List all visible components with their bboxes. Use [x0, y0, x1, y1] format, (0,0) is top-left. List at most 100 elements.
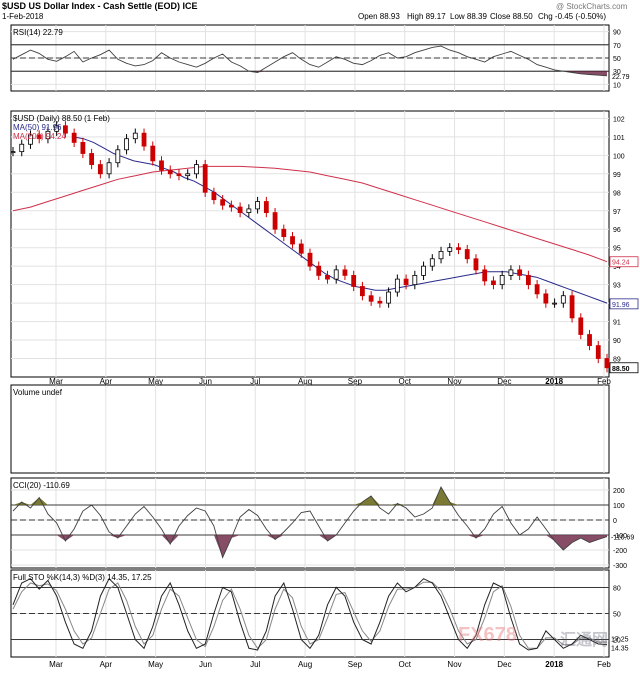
price-axis-tag-ma200: [609, 256, 639, 268]
cci-tick-label: 0: [613, 518, 617, 525]
oscillator-fills: [13, 71, 608, 558]
price-bar-body: [552, 302, 557, 305]
sto-d-last: 17.25: [611, 637, 629, 644]
price-tick-label: 91: [613, 320, 621, 327]
panel-frame-cci: [10, 477, 610, 569]
month-label-price: Sep: [348, 377, 363, 386]
month-label-price: Oct: [399, 377, 412, 386]
price-bar-body: [211, 191, 217, 201]
rsi-tick-label: 30: [613, 69, 621, 76]
sto-tick-label: 20: [613, 638, 621, 645]
price-bar-body: [360, 286, 365, 297]
rsi-last-value: 22.79: [612, 74, 630, 81]
month-label-price: Nov: [447, 377, 461, 386]
axis-labels: Mar Mar Apr Apr May May Jun Jun Jul Jul Aug Aug Sep S…: [49, 30, 639, 669]
month-label-bottom: Apr: [100, 660, 113, 669]
price-bar-body: [412, 275, 418, 286]
rsi-tick-label: 90: [613, 30, 621, 37]
price-bars: [10, 121, 610, 373]
price-bar-body: [194, 164, 199, 175]
price-bar-body: [54, 125, 60, 132]
watermark-huitong: 汇通网: [560, 632, 609, 649]
price-bar-body: [325, 275, 330, 280]
price-bar-body: [333, 269, 339, 280]
month-label-bottom: Dec: [497, 660, 511, 669]
price-bar-body: [71, 132, 77, 143]
price-bar-body: [525, 275, 531, 286]
chart-date: 1-Feb-2018: [2, 12, 44, 21]
price-bar-body: [167, 169, 173, 175]
sto-title: Full STO %K(14,3) %D(3) 14.35, 17.25: [13, 573, 152, 582]
price-bar-body: [263, 201, 269, 213]
price-bar-body: [220, 199, 226, 206]
price-tick-label: 95: [613, 246, 621, 253]
month-label-bottom: Mar: [49, 660, 63, 669]
price-bar-body: [298, 243, 304, 254]
price-bar-body: [456, 247, 461, 250]
cci-tick-label: -200: [613, 548, 627, 555]
month-label-price: Aug: [298, 377, 312, 386]
price-bar-body: [429, 258, 435, 267]
price-bar-body: [578, 317, 584, 335]
legend-ma50: MA(50) 91.96: [13, 123, 62, 132]
price-bar-body: [604, 358, 610, 369]
sto-tick-label: 80: [613, 585, 621, 592]
month-label-bottom: May: [148, 660, 163, 669]
sto-k-line: [12, 577, 608, 651]
rsi-tick-label: 50: [613, 56, 621, 63]
price-bar-body: [28, 134, 33, 145]
watermark-fx678: FX678: [458, 624, 517, 646]
price-bar-body: [150, 145, 156, 162]
brand-label[interactable]: @ StockCharts.com: [556, 2, 628, 11]
price-bar-body: [316, 265, 322, 276]
price-bar-body: [351, 275, 357, 287]
price-bar-body: [447, 247, 453, 252]
quote-low: Low 88.39: [450, 12, 487, 21]
price-bar-body: [499, 275, 505, 286]
price-bar-body: [473, 258, 479, 271]
price-axis-tag-text-price: 88.50: [612, 366, 630, 373]
price-bar-body: [386, 291, 392, 304]
month-label-bottom: Oct: [399, 660, 412, 669]
rsi-title: RSI(14) 22.79: [13, 28, 63, 37]
cci-tick-label: -300: [613, 563, 627, 570]
month-label-bottom: Feb: [597, 660, 611, 669]
price-bar-body: [438, 250, 444, 260]
panel-frame-vol: [10, 384, 610, 474]
price-bar-body: [10, 151, 16, 154]
price-bar-body: [534, 284, 540, 295]
price-bar-body: [569, 295, 575, 319]
volume-title: Volume undef: [13, 388, 62, 397]
month-label-price: 2018: [545, 377, 563, 386]
price-bar-body: [97, 164, 103, 175]
price-bar-body: [202, 164, 208, 193]
legend-ma200: MA(200) 94.24: [13, 132, 66, 141]
price-bar-body: [80, 142, 86, 154]
month-label-bottom: Aug: [298, 660, 312, 669]
price-tick-label: 94: [613, 264, 621, 271]
price-bar-body: [421, 265, 426, 276]
sto-k-last: 14.35: [611, 646, 629, 653]
cci-tick-label: 200: [613, 488, 625, 495]
price-bar-body: [543, 293, 549, 304]
month-label-bottom: 2018: [545, 660, 563, 669]
price-bar-body: [587, 334, 592, 346]
quote-close: Close 88.50: [490, 12, 533, 21]
price-bar-body: [176, 173, 182, 177]
price-axis-tag-text-ma200: 94.24: [612, 260, 630, 267]
cci-line: [12, 485, 608, 559]
price-bar-body: [307, 252, 313, 267]
price-bar-body: [228, 204, 234, 208]
price-bar-body: [115, 149, 121, 164]
price-tick-label: 93: [613, 283, 621, 290]
month-label-price: Jul: [250, 377, 260, 386]
month-label-price: Apr: [100, 377, 113, 386]
month-label-price: Jun: [199, 377, 212, 386]
price-bar-body: [290, 236, 295, 245]
price-bar-body: [560, 295, 566, 304]
price-bar-body: [377, 300, 383, 304]
month-label-price: Mar: [49, 377, 63, 386]
price-title: $USD (Daily) 88.50 (1 Feb): [13, 114, 110, 123]
month-label-price: Dec: [497, 377, 511, 386]
